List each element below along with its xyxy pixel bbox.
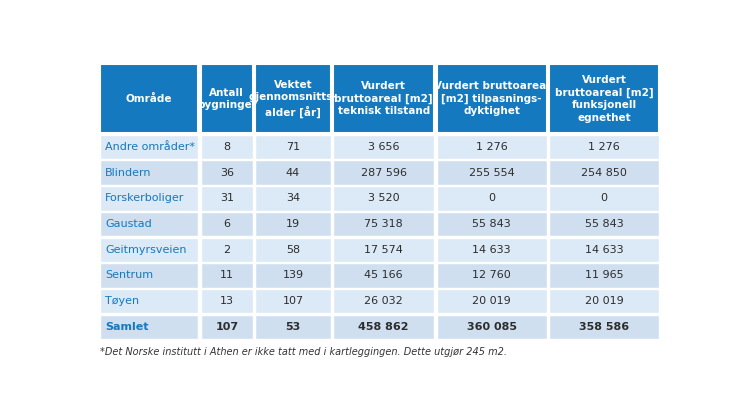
Text: Gaustad: Gaustad: [105, 219, 152, 229]
Bar: [437, 186, 547, 210]
Text: 11: 11: [220, 270, 234, 280]
Text: 20 019: 20 019: [473, 296, 511, 306]
Text: 34: 34: [286, 193, 300, 204]
Text: 0: 0: [488, 193, 495, 204]
Bar: [437, 135, 547, 159]
Text: 458 862: 458 862: [358, 322, 409, 332]
Text: 20 019: 20 019: [585, 296, 623, 306]
Text: 19: 19: [286, 219, 300, 229]
Bar: [256, 315, 331, 339]
Bar: [256, 289, 331, 313]
Text: 55 843: 55 843: [585, 219, 623, 229]
Text: 12 760: 12 760: [473, 270, 511, 280]
Text: 26 032: 26 032: [364, 296, 403, 306]
Bar: [437, 263, 547, 288]
Bar: [437, 64, 547, 133]
Bar: [549, 160, 659, 185]
Text: 44: 44: [286, 168, 300, 177]
Bar: [201, 160, 253, 185]
Bar: [100, 315, 198, 339]
Text: Andre områder*: Andre områder*: [105, 142, 195, 152]
Bar: [549, 135, 659, 159]
Text: 75 318: 75 318: [364, 219, 403, 229]
Bar: [201, 289, 253, 313]
Bar: [256, 160, 331, 185]
Bar: [549, 289, 659, 313]
Text: 2: 2: [223, 245, 230, 255]
Bar: [549, 64, 659, 133]
Text: 358 586: 358 586: [579, 322, 629, 332]
Text: 53: 53: [285, 322, 301, 332]
Text: 6: 6: [223, 219, 230, 229]
Bar: [256, 212, 331, 236]
Bar: [437, 289, 547, 313]
Bar: [437, 315, 547, 339]
Text: Vurdert
bruttoareal [m2]
funksjonell
egnethet: Vurdert bruttoareal [m2] funksjonell egn…: [554, 75, 653, 123]
Text: 0: 0: [600, 193, 608, 204]
Text: Område: Område: [126, 94, 172, 104]
Bar: [333, 315, 435, 339]
Text: 107: 107: [215, 322, 239, 332]
Text: 107: 107: [282, 296, 304, 306]
Bar: [549, 238, 659, 262]
Text: 1 276: 1 276: [476, 142, 507, 152]
Bar: [437, 160, 547, 185]
Bar: [256, 263, 331, 288]
Bar: [100, 238, 198, 262]
Text: 3 520: 3 520: [368, 193, 400, 204]
Bar: [201, 263, 253, 288]
Bar: [333, 263, 435, 288]
Bar: [201, 238, 253, 262]
Bar: [201, 212, 253, 236]
Text: 13: 13: [220, 296, 234, 306]
Text: Vurdert bruttoareal
[m2] tilpasnings-
dyktighet: Vurdert bruttoareal [m2] tilpasnings- dy…: [434, 81, 550, 116]
Bar: [333, 238, 435, 262]
Bar: [333, 289, 435, 313]
Text: Blindern: Blindern: [105, 168, 152, 177]
Text: Geitmyrsveien: Geitmyrsveien: [105, 245, 186, 255]
Text: 36: 36: [220, 168, 234, 177]
Bar: [256, 238, 331, 262]
Text: 58: 58: [286, 245, 300, 255]
Text: Forskerboliger: Forskerboliger: [105, 193, 184, 204]
Bar: [549, 315, 659, 339]
Text: 31: 31: [220, 193, 234, 204]
Bar: [437, 212, 547, 236]
Bar: [201, 64, 253, 133]
Bar: [333, 160, 435, 185]
Bar: [201, 135, 253, 159]
Bar: [549, 186, 659, 210]
Text: 14 633: 14 633: [585, 245, 623, 255]
Text: 360 085: 360 085: [467, 322, 516, 332]
Text: Vurdert
bruttoareal [m2]
teknisk tilstand: Vurdert bruttoareal [m2] teknisk tilstan…: [334, 81, 433, 116]
Text: 55 843: 55 843: [473, 219, 511, 229]
Bar: [100, 263, 198, 288]
Text: 11 965: 11 965: [585, 270, 623, 280]
Text: 71: 71: [286, 142, 300, 152]
Bar: [437, 238, 547, 262]
Bar: [333, 135, 435, 159]
Bar: [256, 135, 331, 159]
Bar: [549, 212, 659, 236]
Text: Vektet
gjennomsnitts-
alder [år]: Vektet gjennomsnitts- alder [år]: [249, 80, 337, 118]
Text: 3 656: 3 656: [368, 142, 400, 152]
Bar: [333, 64, 435, 133]
Bar: [100, 186, 198, 210]
Text: 255 554: 255 554: [469, 168, 514, 177]
Text: 17 574: 17 574: [364, 245, 403, 255]
Bar: [100, 212, 198, 236]
Bar: [549, 263, 659, 288]
Text: 45 166: 45 166: [364, 270, 403, 280]
Bar: [100, 160, 198, 185]
Bar: [256, 64, 331, 133]
Text: Antall
bygninger: Antall bygninger: [197, 88, 256, 110]
Bar: [201, 315, 253, 339]
Bar: [100, 135, 198, 159]
Bar: [201, 186, 253, 210]
Text: 254 850: 254 850: [581, 168, 627, 177]
Text: Sentrum: Sentrum: [105, 270, 153, 280]
Text: 14 633: 14 633: [473, 245, 511, 255]
Text: *Det Norske institutt i Athen er ikke tatt med i kartleggingen. Dette utgjør 245: *Det Norske institutt i Athen er ikke ta…: [100, 347, 507, 357]
Text: 1 276: 1 276: [588, 142, 620, 152]
Bar: [256, 186, 331, 210]
